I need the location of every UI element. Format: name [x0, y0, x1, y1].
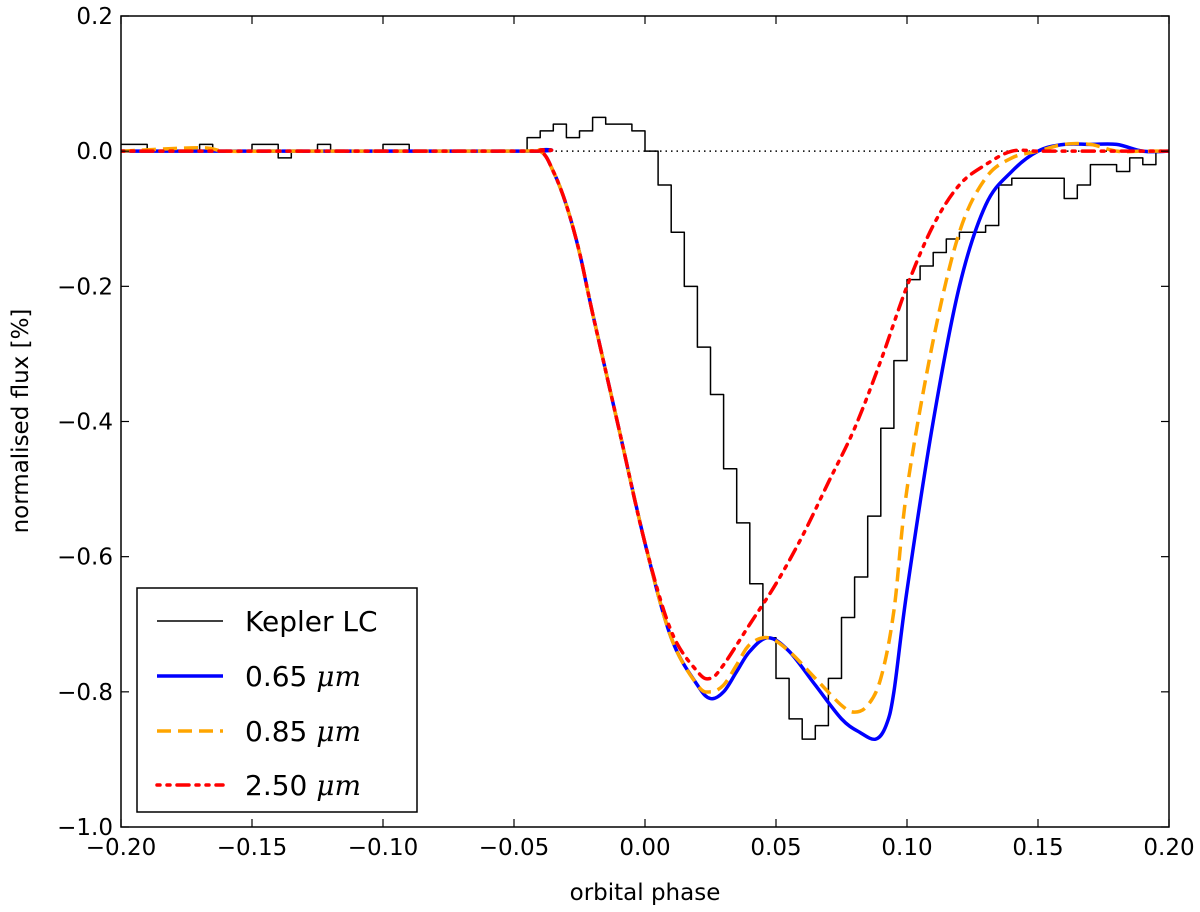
- x-tick-label: −0.10: [348, 835, 418, 861]
- x-tick-label: 0.00: [619, 835, 670, 861]
- y-tick-label: 0.0: [76, 139, 113, 165]
- x-tick-label: 0.20: [1143, 835, 1194, 861]
- y-axis-label: normalised flux [%]: [8, 309, 34, 534]
- legend-box: [136, 587, 418, 813]
- legend: Kepler LC 0.65 μm 0.85 μm 2.50 μm: [136, 587, 418, 813]
- y-tick-label: 0.2: [76, 4, 113, 30]
- series-layer: [121, 116, 1169, 742]
- legend-label: 0.85 μm: [245, 715, 361, 748]
- x-tick-label: −0.15: [217, 835, 287, 861]
- y-tick-label: −0.8: [57, 680, 113, 706]
- y-tick-label: −0.4: [57, 410, 113, 436]
- legend-label: 2.50 μm: [245, 769, 361, 802]
- x-tick-label: −0.20: [86, 835, 156, 861]
- y-tick-label: −1.0: [57, 815, 113, 841]
- x-axis-label: orbital phase: [570, 880, 721, 906]
- y-tick-label: −0.6: [57, 545, 113, 571]
- x-tick-label: 0.05: [750, 835, 801, 861]
- x-tick-label: 0.10: [881, 835, 932, 861]
- axis-ticks: −0.20 −0.15 −0.10 −0.05 0.00 0.05 0.10 0.15 0.20…: [57, 4, 1194, 861]
- x-tick-label: 0.15: [1012, 835, 1063, 861]
- series-line-2-50-m: [121, 147, 1169, 681]
- legend-label: Kepler LC: [245, 605, 378, 638]
- legend-entries: Kepler LC 0.65 μm 0.85 μm 2.50 μm: [155, 605, 378, 802]
- x-tick-label: −0.05: [479, 835, 549, 861]
- legend-label: 0.65 μm: [245, 660, 361, 693]
- y-tick-label: −0.2: [57, 274, 113, 300]
